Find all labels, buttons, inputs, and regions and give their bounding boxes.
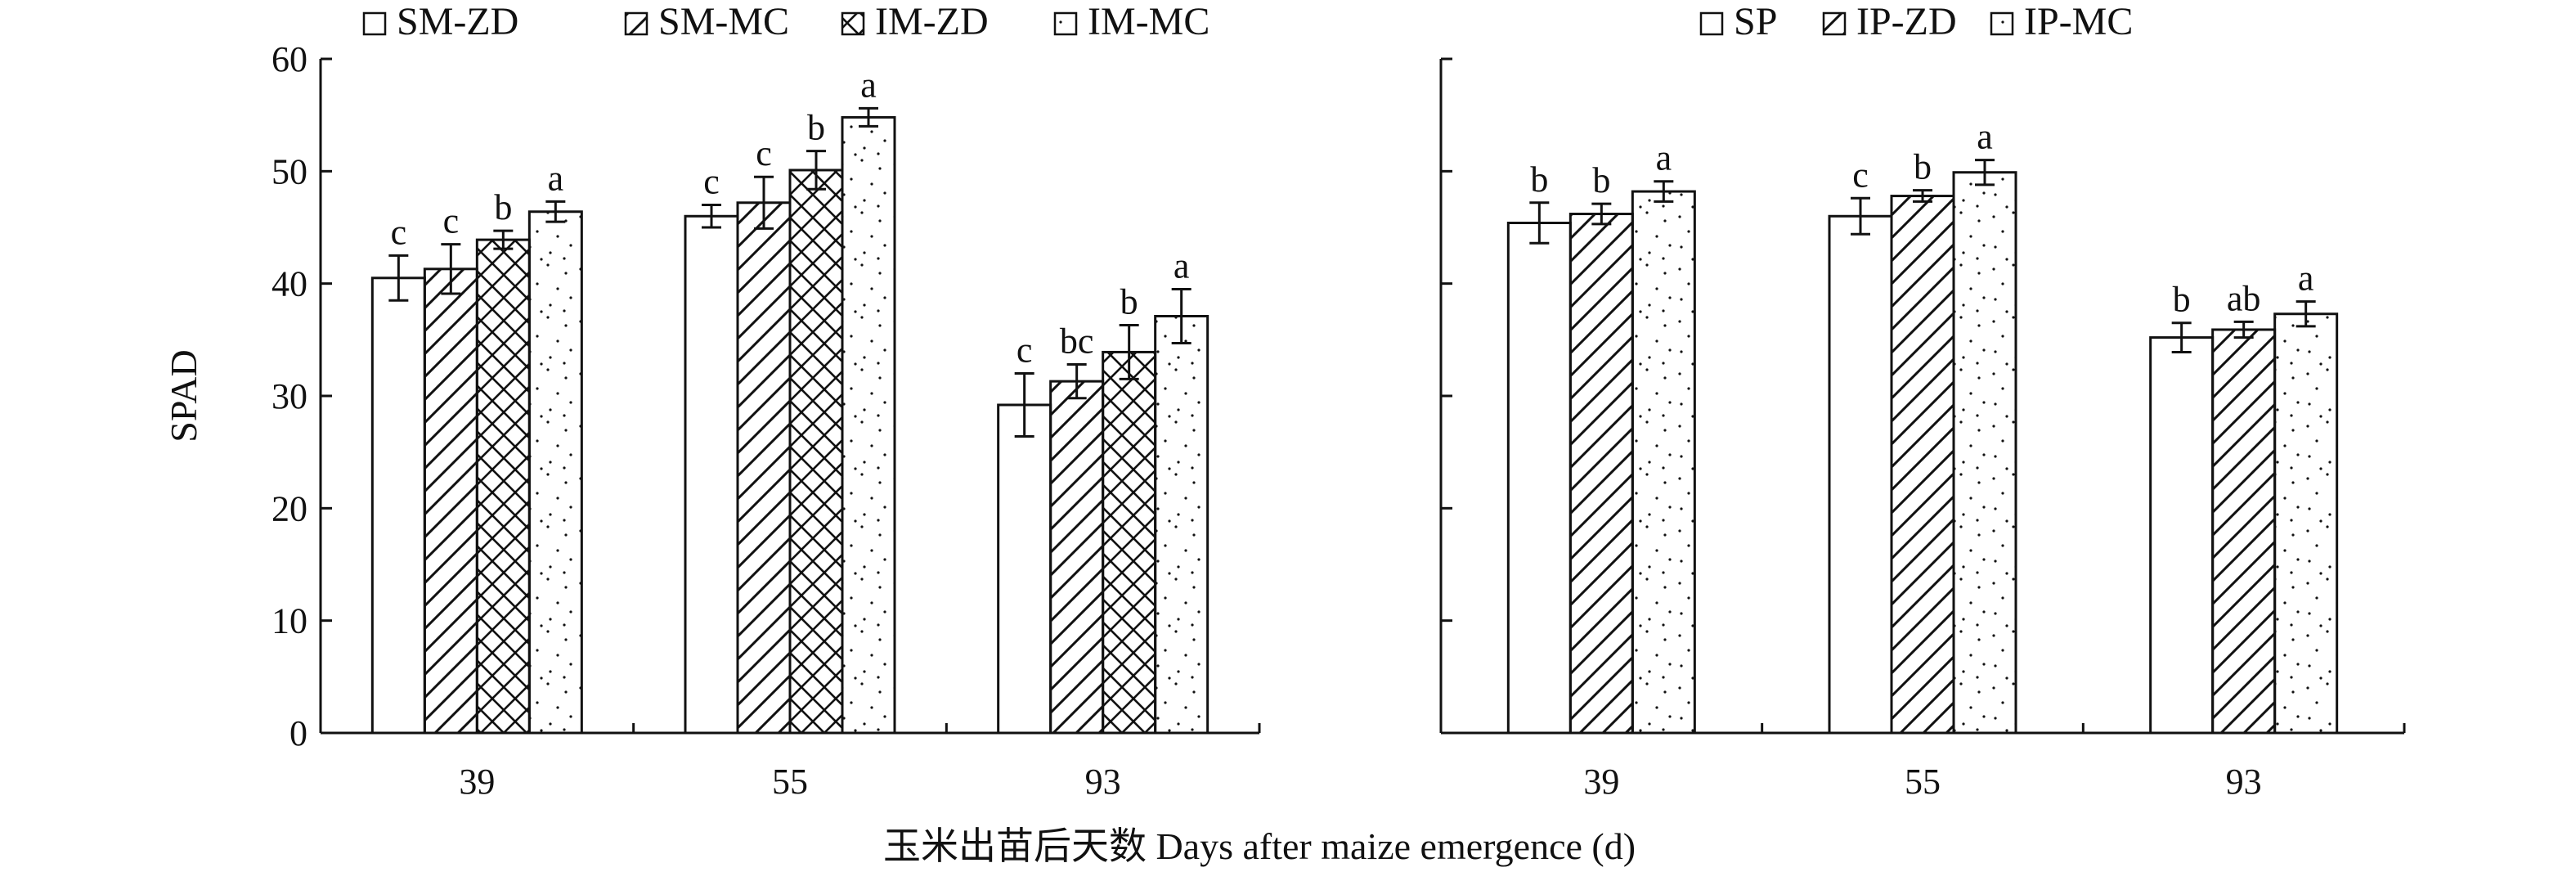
x-tick-label: 55 (772, 762, 808, 802)
x-tick-label: 39 (459, 762, 495, 802)
significance-label: ab (2227, 278, 2261, 318)
bar (997, 403, 1052, 735)
bar (684, 214, 739, 735)
y-tick-label: 0 (289, 713, 307, 753)
legend-label: IM-MC (1088, 0, 1209, 43)
legend-label: SM-MC (658, 0, 789, 43)
significance-label: c (1016, 330, 1033, 371)
bar (475, 238, 531, 735)
significance-label: a (860, 65, 877, 105)
bar (2149, 336, 2215, 735)
y-tick-label: 50 (272, 151, 307, 191)
significance-label: a (548, 158, 564, 198)
bar (527, 210, 583, 735)
bar (2211, 328, 2277, 735)
bar (2273, 312, 2339, 735)
bar (841, 115, 896, 735)
significance-label: c (1852, 155, 1869, 195)
significance-label: c (703, 162, 720, 202)
bar (1506, 222, 1572, 735)
bar (370, 276, 426, 735)
legend-swatch (841, 11, 865, 36)
bar (1154, 314, 1209, 735)
y-tick-label: 20 (272, 488, 307, 528)
x-tick-label: 55 (1905, 762, 1941, 802)
significance-label: a (2298, 258, 2314, 299)
y-tick-label: 10 (272, 601, 307, 641)
bar (736, 201, 792, 735)
legend-swatch (1699, 11, 1724, 36)
significance-label: b (1530, 160, 1548, 200)
bar (1631, 190, 1696, 735)
legend-label: SP (1734, 0, 1777, 43)
legend-label: IP-ZD (1856, 0, 1957, 43)
significance-label: a (1977, 117, 1993, 157)
legend-swatch (362, 11, 387, 36)
y-tick-label: 30 (272, 376, 307, 416)
bar (423, 267, 478, 735)
significance-label: c (756, 133, 772, 173)
bar (1049, 380, 1105, 735)
legend-label: IP-MC (2024, 0, 2133, 43)
legend-swatch (624, 11, 648, 36)
bar (1952, 171, 2017, 735)
bar (1828, 214, 1893, 735)
significance-label: c (443, 201, 460, 241)
significance-label: b (807, 108, 825, 148)
x-tick-label: 93 (1085, 762, 1121, 802)
significance-label: b (2173, 280, 2191, 320)
significance-label: a (1174, 246, 1190, 286)
x-axis-label: 玉米出苗后天数 Days after maize emergence (d) (883, 825, 1636, 867)
x-tick-label: 39 (1583, 762, 1619, 802)
significance-label: b (494, 187, 512, 227)
significance-label: a (1656, 138, 1672, 178)
bar (1890, 195, 1955, 735)
significance-label: c (391, 212, 407, 252)
y-tick-label: 60 (272, 39, 307, 79)
bar (788, 169, 844, 735)
bar (1102, 350, 1157, 735)
y-tick-label: 40 (272, 264, 307, 304)
significance-label: bc (1060, 321, 1094, 362)
significance-label: b (1120, 281, 1138, 321)
significance-label: b (1914, 147, 1932, 187)
legend-label: IM-ZD (875, 0, 989, 43)
legend-swatch (1053, 11, 1078, 36)
bar (1568, 213, 1634, 735)
legend-swatch (1990, 11, 2014, 36)
y-axis-label: SPAD (163, 349, 204, 442)
legend-swatch (1822, 11, 1847, 36)
significance-label: b (1592, 160, 1610, 200)
x-tick-label: 93 (2226, 762, 2262, 802)
legend-label: SM-ZD (397, 0, 518, 43)
